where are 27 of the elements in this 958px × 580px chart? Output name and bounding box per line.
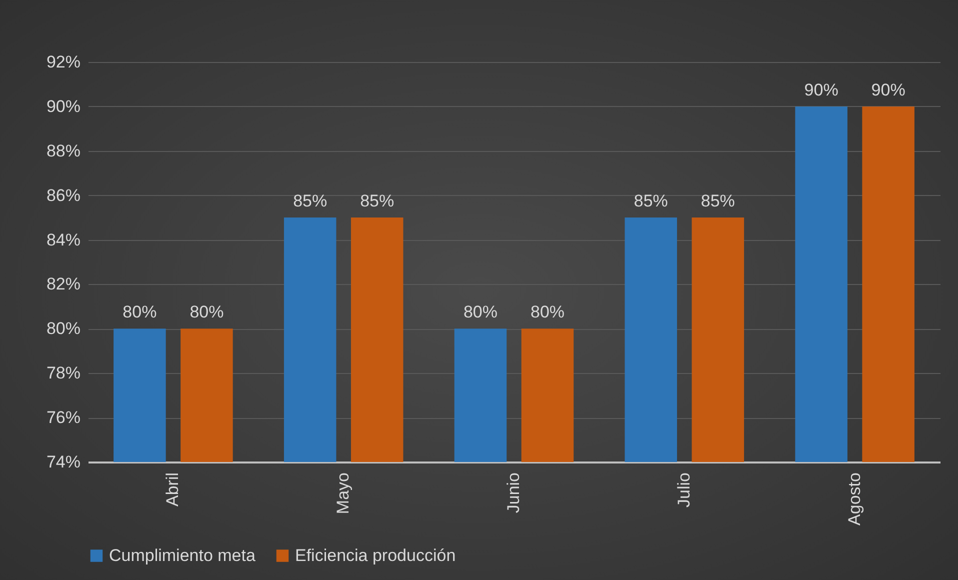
x-tick-label: Julio [674,472,694,508]
data-label: 85% [360,192,394,211]
y-tick-label: 88% [46,141,80,160]
x-tick-label: Abril [163,472,182,507]
y-tick-label: 74% [46,452,80,472]
data-label: 80% [122,302,157,322]
x-tick-label: Mayo [334,472,353,514]
y-tick-label: 84% [46,230,80,250]
data-label: 90% [871,80,906,100]
x-tick-label: Junio [504,472,523,514]
data-label: 80% [530,302,565,322]
y-tick-label: 76% [46,408,80,428]
y-tick-label: 80% [46,319,80,338]
data-label: 80% [190,302,224,322]
x-tick-label: Agosto [844,472,864,526]
legend-label: Cumplimiento meta [109,546,256,565]
legend-label: Eficiencia producción [295,546,456,565]
y-tick-label: 78% [46,364,80,383]
y-tick-label: 90% [46,96,80,116]
data-label: 85% [700,192,735,211]
y-tick-label: 92% [46,52,80,72]
data-label: 85% [293,192,328,211]
y-tick-label: 82% [46,274,80,294]
data-label: 90% [804,80,838,100]
data-label: 80% [463,302,498,322]
y-tick-label: 86% [46,186,80,205]
data-label: 85% [634,192,668,211]
